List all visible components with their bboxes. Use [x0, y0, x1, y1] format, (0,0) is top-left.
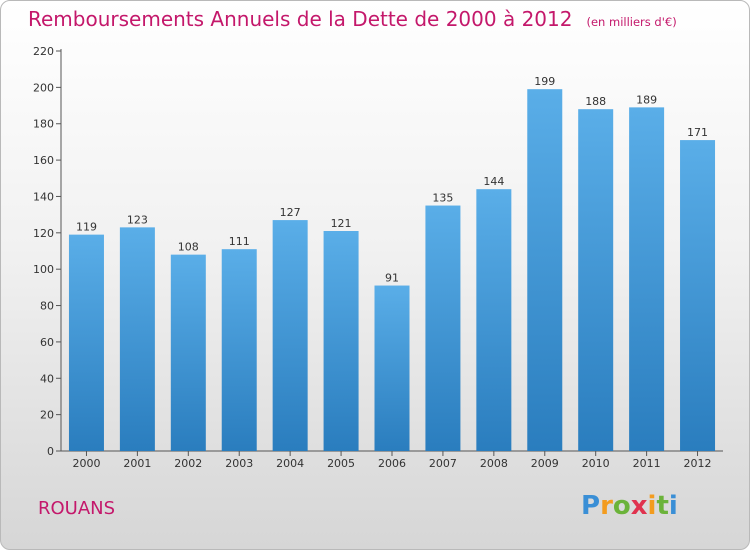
x-tick-label: 2006	[378, 457, 406, 470]
x-tick-label: 2012	[684, 457, 712, 470]
y-tick-label: 180	[33, 118, 54, 131]
y-tick-label: 80	[40, 300, 54, 313]
x-tick-label: 2008	[480, 457, 508, 470]
logo-letter: r	[600, 491, 613, 521]
x-tick-label: 2004	[276, 457, 304, 470]
bar	[629, 107, 665, 451]
y-tick-label: 0	[47, 445, 54, 458]
bar-value-label: 119	[76, 221, 97, 234]
x-tick-label: 2003	[225, 457, 253, 470]
bar-value-label: 135	[432, 192, 453, 205]
bar-value-label: 123	[127, 213, 148, 226]
bar-value-label: 189	[636, 93, 657, 106]
town-name: ROUANS	[38, 498, 116, 519]
bar-value-label: 91	[385, 272, 399, 285]
bar	[221, 249, 257, 451]
y-tick-label: 220	[33, 45, 54, 58]
logo-letter: o	[612, 491, 631, 521]
bar-value-label: 111	[229, 235, 250, 248]
logo-letter: t	[656, 491, 669, 521]
bar	[680, 140, 716, 451]
logo-letter: i	[647, 491, 657, 521]
x-tick-label: 2005	[327, 457, 355, 470]
bar	[374, 285, 410, 451]
y-tick-label: 160	[33, 154, 54, 167]
bar-value-label: 144	[483, 175, 504, 188]
y-tick-label: 100	[33, 263, 54, 276]
bar	[323, 231, 359, 451]
bar-value-label: 121	[331, 217, 352, 230]
y-tick-label: 200	[33, 81, 54, 94]
proxiti-logo: Proxiti	[581, 491, 678, 521]
logo-letter: P	[581, 491, 601, 521]
bar-value-label: 199	[534, 75, 555, 88]
chart-title: Remboursements Annuels de la Dette de 20…	[28, 7, 677, 31]
y-tick-label: 40	[40, 372, 54, 385]
x-tick-label: 2001	[123, 457, 151, 470]
x-tick-label: 2002	[174, 457, 202, 470]
x-tick-label: 2011	[633, 457, 661, 470]
y-tick-label: 60	[40, 336, 54, 349]
logo-letter: i	[668, 491, 678, 521]
bar	[119, 227, 155, 451]
x-tick-label: 2000	[72, 457, 100, 470]
bar	[68, 234, 104, 451]
y-tick-label: 20	[40, 409, 54, 422]
logo-letter: x	[630, 491, 648, 521]
bar	[425, 205, 461, 451]
x-tick-label: 2007	[429, 457, 457, 470]
bar	[476, 189, 512, 451]
bar	[527, 89, 563, 451]
x-tick-label: 2009	[531, 457, 559, 470]
y-tick-label: 120	[33, 227, 54, 240]
bar	[578, 109, 614, 451]
bar-value-label: 108	[178, 241, 199, 254]
y-tick-label: 140	[33, 190, 54, 203]
chart-unit: (en milliers d'€)	[586, 15, 677, 29]
bar	[272, 220, 308, 451]
bar	[170, 254, 206, 451]
bar-value-label: 127	[280, 206, 301, 219]
x-tick-label: 2010	[582, 457, 610, 470]
chart-title-text: Remboursements Annuels de la Dette de 20…	[28, 7, 573, 31]
bar-value-label: 188	[585, 95, 606, 108]
bar-value-label: 171	[687, 126, 708, 139]
